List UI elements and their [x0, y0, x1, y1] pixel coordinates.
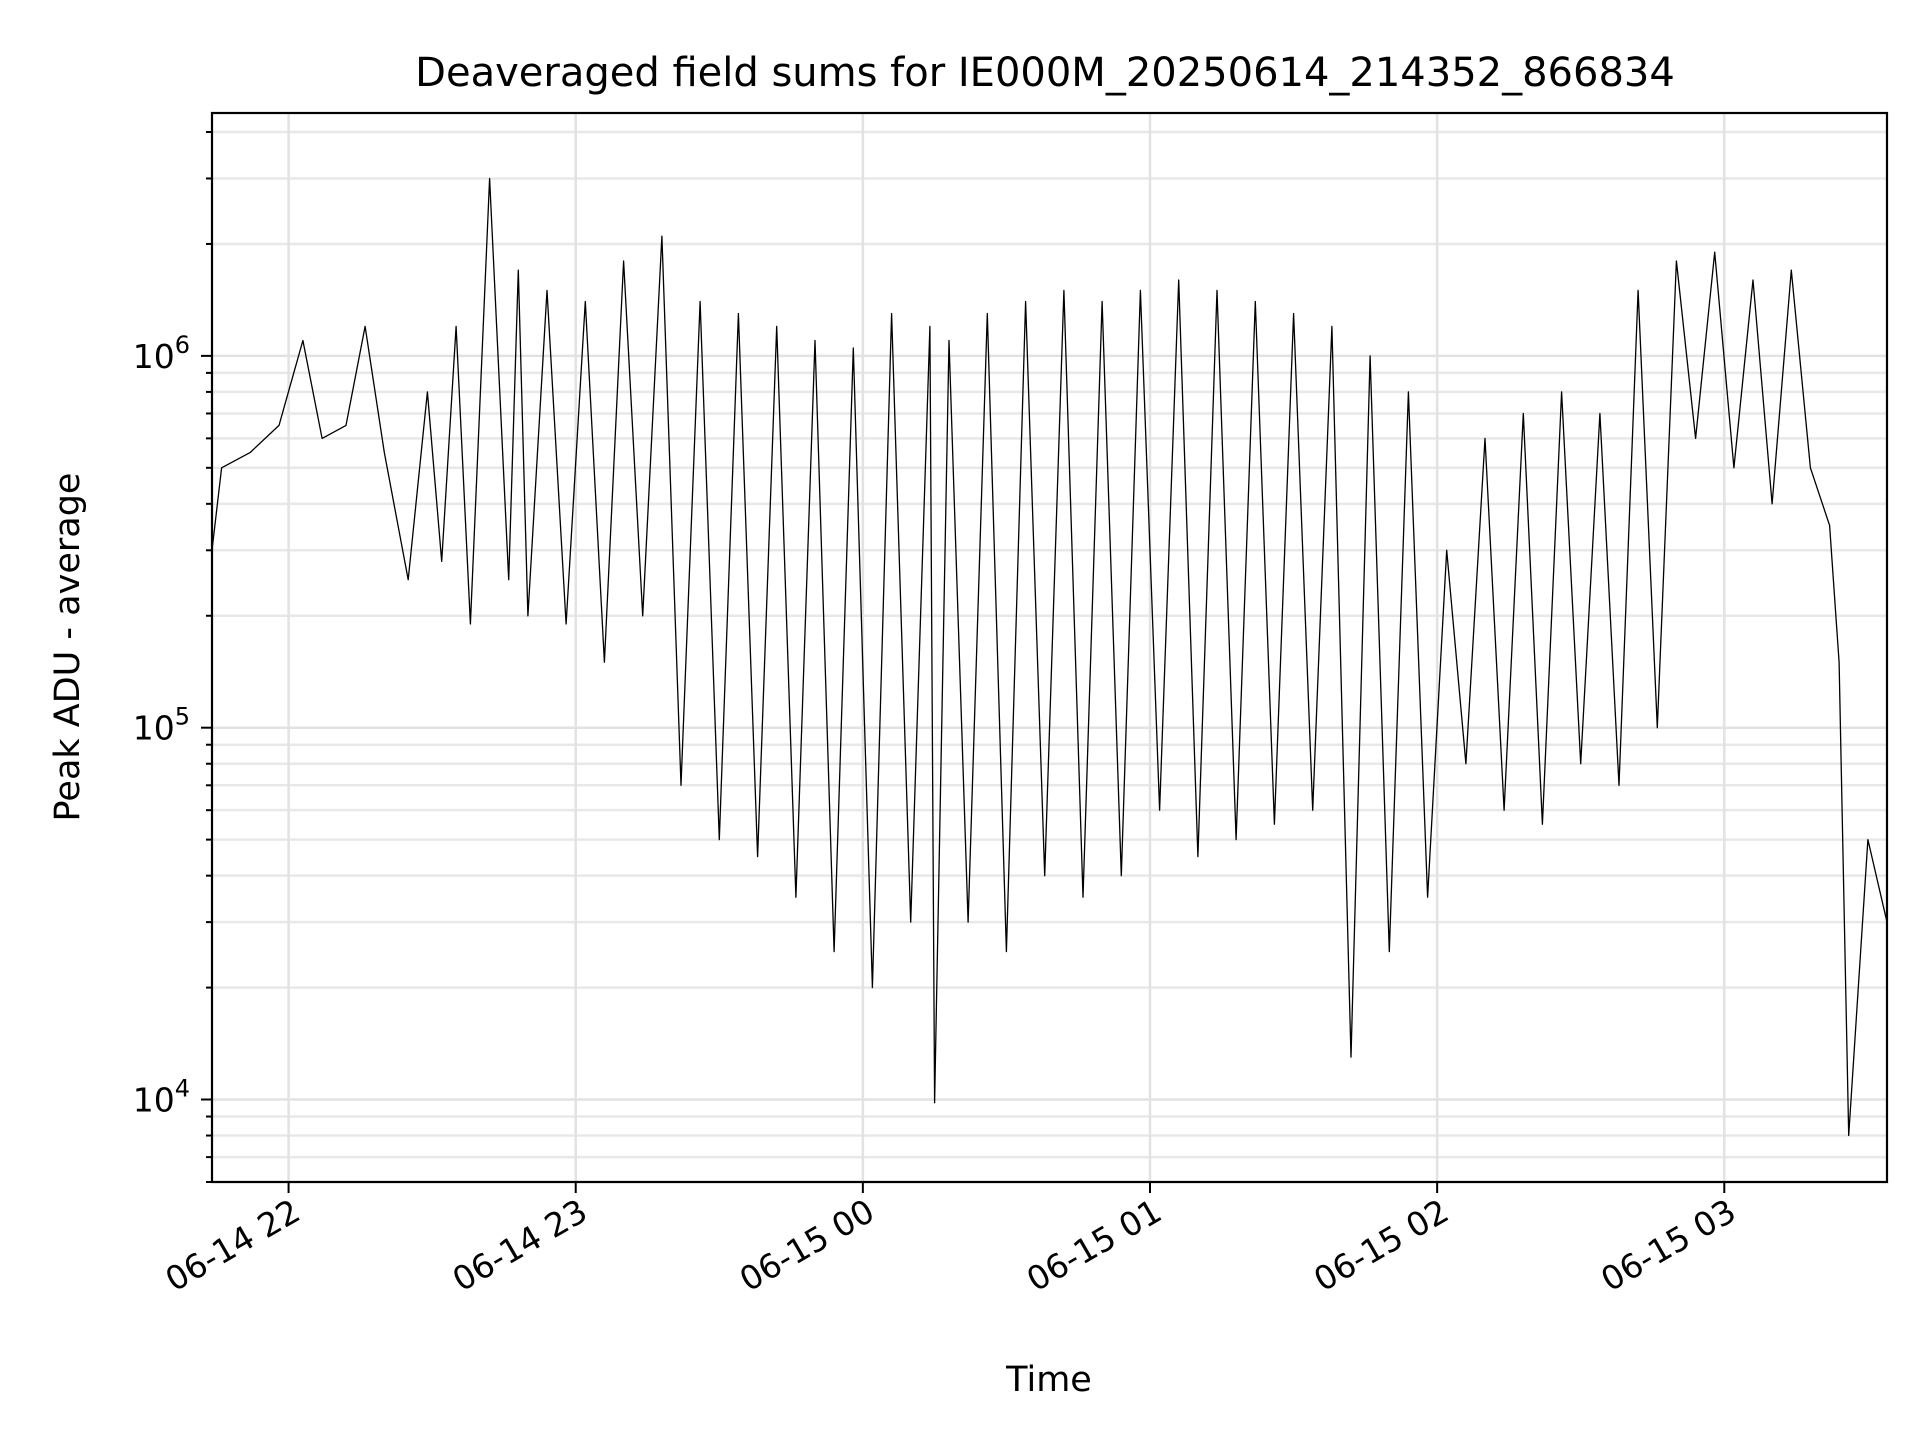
x-tick-label: 06-14 23	[446, 1191, 594, 1299]
y-tick-label: 104	[133, 1075, 190, 1120]
y-tick-label: 105	[133, 703, 190, 748]
grid	[212, 113, 1887, 1184]
y-axis: 104 105 106	[133, 131, 212, 1183]
x-tick-label: 06-15 03	[1594, 1191, 1742, 1299]
x-axis: 06-14 22 06-14 23 06-15 00 06-15 01 06-15 02…	[159, 1182, 1742, 1299]
y-axis-label: Peak ADU - average	[48, 473, 88, 822]
x-axis-label: Time	[1005, 1360, 1092, 1400]
x-tick-label: 06-15 00	[733, 1191, 881, 1299]
chart-title: Deaveraged field sums for IE000M_2025061…	[415, 50, 1675, 96]
plot-area	[211, 177, 1888, 1137]
series-line	[211, 177, 1888, 1137]
x-tick-label: 06-15 01	[1020, 1191, 1168, 1299]
y-tick-label: 106	[133, 331, 190, 376]
plot-frame	[210, 111, 1889, 1184]
x-tick-label: 06-15 02	[1307, 1191, 1455, 1299]
x-tick-label: 06-14 22	[159, 1191, 307, 1299]
